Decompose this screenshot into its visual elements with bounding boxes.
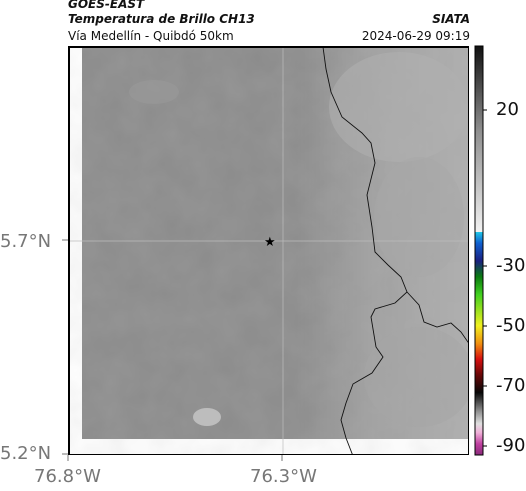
map-frame: ★ [68,46,469,455]
location-star-icon: ★ [264,235,276,250]
colorbar-tick-label: 20 [496,99,519,120]
lat-tick-label: 5.7°N [0,231,52,252]
organization-label: SIATA [432,12,470,26]
brightness-temperature-map: ★ [69,47,468,454]
department-border [322,47,408,454]
satellite-title: GOES-EAST [68,0,145,11]
department-border-branch [406,291,468,343]
lon-tick-label: 76.3°W [250,466,317,487]
region-subtitle: Vía Medellín - Quibdó 50km [68,29,234,43]
temperature-colorbar [474,45,487,456]
colorbar-tick-label: -90 [496,435,526,456]
axis-ticks [62,239,283,461]
product-title: Temperatura de Brillo CH13 [68,12,255,26]
colorbar-tick-label: -70 [496,375,526,396]
colorbar-tick-label: -50 [496,315,526,336]
lon-tick-label: 76.8°W [34,466,101,487]
lat-tick-label: 5.2°N [0,443,52,464]
datetime-label: 2024-06-29 09:19 [361,29,470,43]
colorbar-tick-label: -30 [496,255,526,276]
